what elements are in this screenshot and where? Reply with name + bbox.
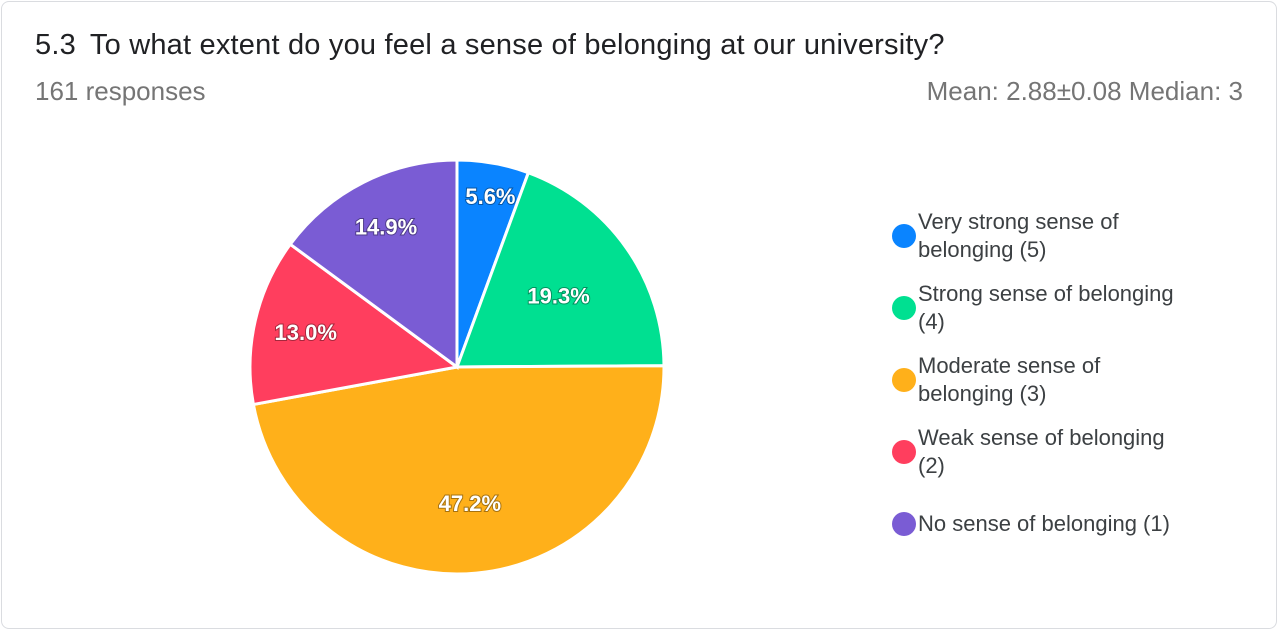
pie-slice	[248, 242, 461, 407]
pie-slice	[454, 170, 666, 369]
question-text: To what extent do you feel a sense of be…	[89, 29, 945, 61]
legend-item[interactable]: Very strong sense of belonging (5)	[892, 200, 1192, 272]
response-count: 161 responses	[35, 76, 206, 106]
slice-label: 47.2%	[439, 491, 501, 516]
slice-label: 14.9%	[355, 215, 417, 240]
legend-swatch-icon	[892, 440, 916, 464]
legend-label: Weak sense of belonging (2)	[918, 425, 1165, 478]
legend-item[interactable]: Strong sense of belonging (4)	[892, 272, 1192, 344]
legend-label: Very strong sense of belonging (5)	[918, 209, 1119, 262]
pie-slice	[251, 364, 666, 576]
legend-label: Strong sense of belonging (4)	[918, 281, 1174, 334]
legend-swatch-icon	[892, 224, 916, 248]
chart-legend: Very strong sense of belonging (5) Strong…	[892, 200, 1192, 560]
slice-label: 13.0%	[275, 320, 337, 345]
question-title: 5.3 To what extent do you feel a sense of…	[35, 29, 945, 62]
legend-item[interactable]: Moderate sense of belonging (3)	[892, 344, 1192, 416]
slice-label: 19.3%	[527, 284, 589, 309]
legend-swatch-icon	[892, 368, 916, 392]
question-number: 5.3	[35, 29, 76, 61]
legend-item[interactable]: No sense of belonging (1)	[892, 488, 1192, 560]
pie-slice	[288, 158, 459, 370]
slice-label: 5.6%	[465, 184, 515, 209]
legend-swatch-icon	[892, 512, 916, 536]
summary-stats: Mean: 2.88±0.08 Median: 3	[926, 76, 1243, 106]
legend-label: Moderate sense of belonging (3)	[918, 353, 1101, 406]
legend-item[interactable]: Weak sense of belonging (2)	[892, 416, 1192, 488]
pie-chart: 5.6% 19.3% 47.2% 13.0% 14.9%	[248, 158, 666, 576]
legend-swatch-icon	[892, 296, 916, 320]
legend-label: No sense of belonging (1)	[918, 511, 1170, 536]
